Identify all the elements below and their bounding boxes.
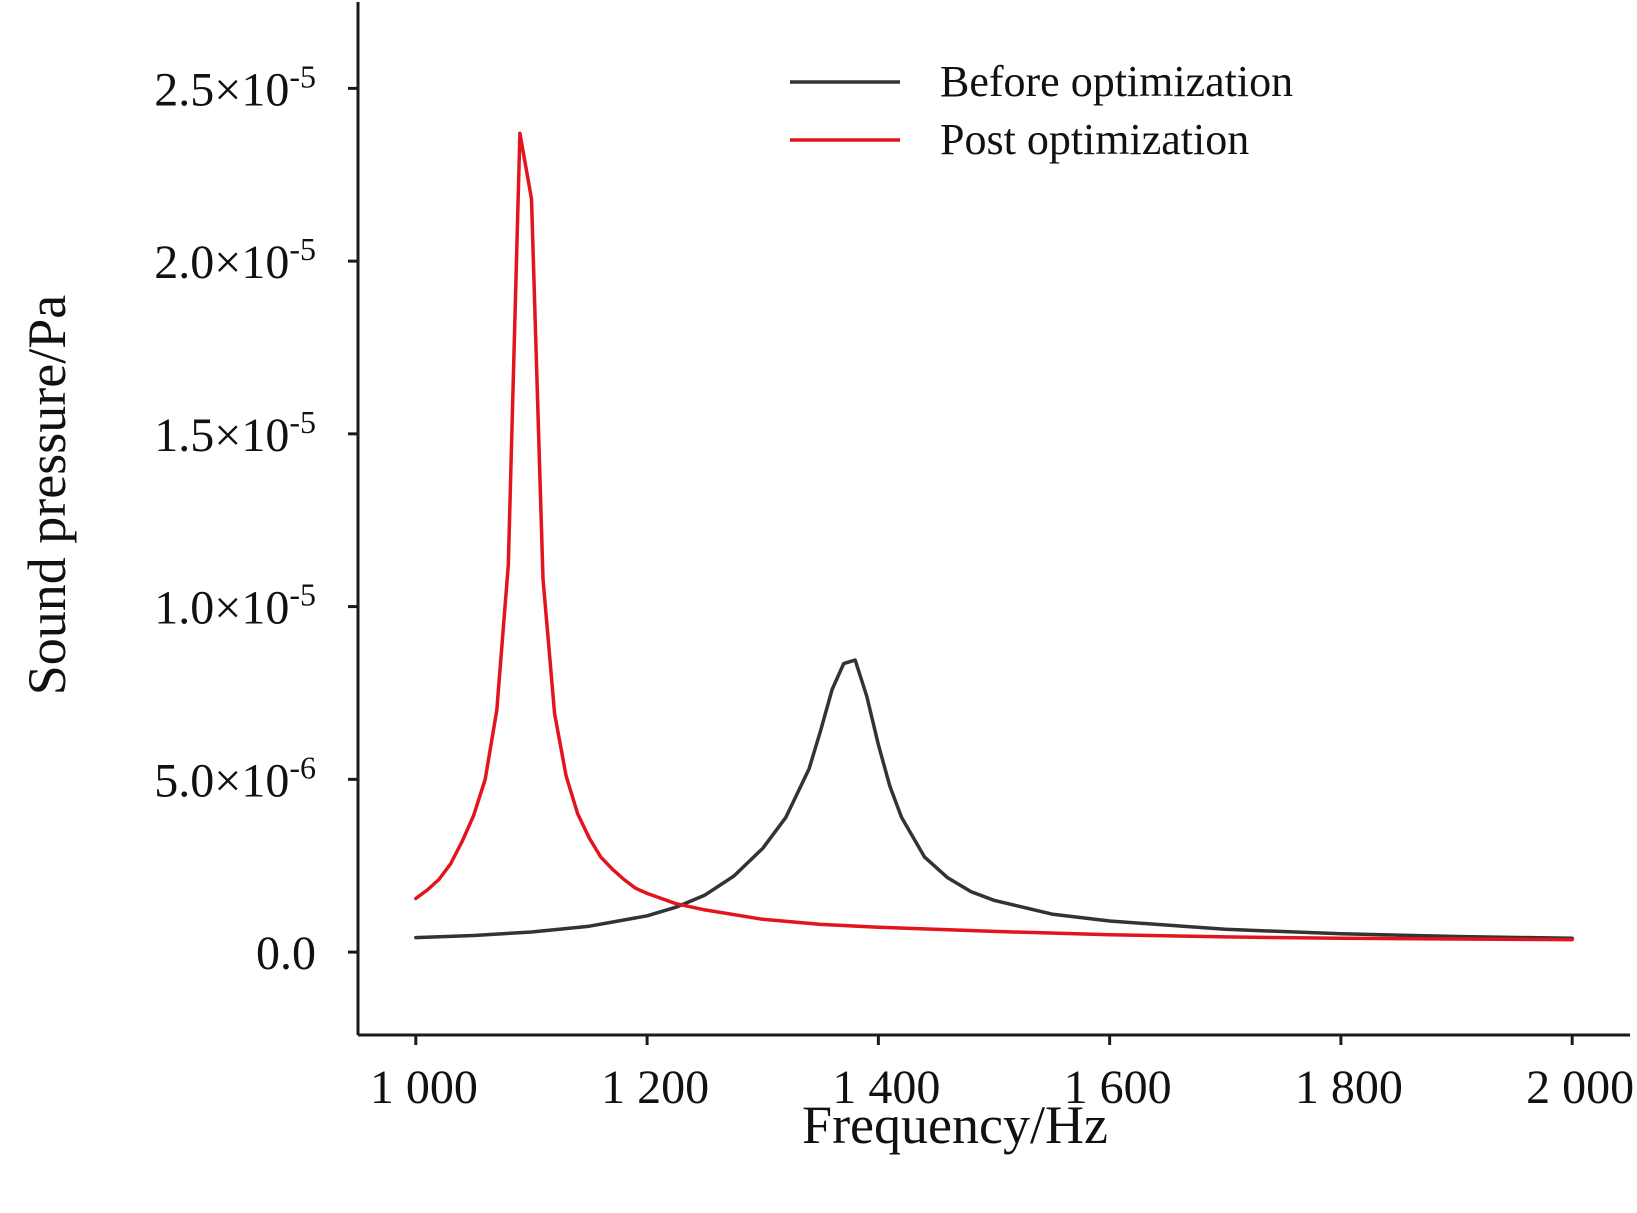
legend-label: Before optimization [940, 57, 1293, 106]
x-tick-label: 1 800 [1295, 1061, 1403, 1114]
y-tick-label: 5.0×10-6 [154, 749, 316, 807]
legend-label: Post optimization [940, 115, 1249, 164]
y-tick-label: 1.5×10-5 [154, 404, 316, 462]
x-axis-title: Frequency/Hz [802, 1095, 1108, 1155]
x-tick-label: 1 200 [601, 1061, 709, 1114]
series-line-before-optimization [414, 658, 1574, 941]
legend: Before optimization Post optimization [790, 57, 1293, 164]
x-tick-label: 2 000 [1526, 1061, 1634, 1114]
series-line-post-optimization [414, 131, 1574, 942]
ticks: 1 000 1 200 1 400 1 600 1 800 2 000 0.0 5.0×10-… [154, 58, 1634, 1114]
y-tick-label: 0.0 [256, 927, 316, 980]
series-layer [414, 131, 1574, 942]
x-tick-label: 1 400 [832, 1061, 940, 1114]
y-axis-title: Sound pressure/Pa [17, 295, 77, 695]
x-tick-label: 1 600 [1064, 1061, 1172, 1114]
y-tick-label: 2.0×10-5 [154, 231, 316, 289]
y-tick-label: 2.5×10-5 [154, 58, 316, 116]
y-tick-label: 1.0×10-5 [154, 577, 316, 635]
x-tick-label: 1 000 [370, 1061, 478, 1114]
axes [356, 2, 1630, 1037]
